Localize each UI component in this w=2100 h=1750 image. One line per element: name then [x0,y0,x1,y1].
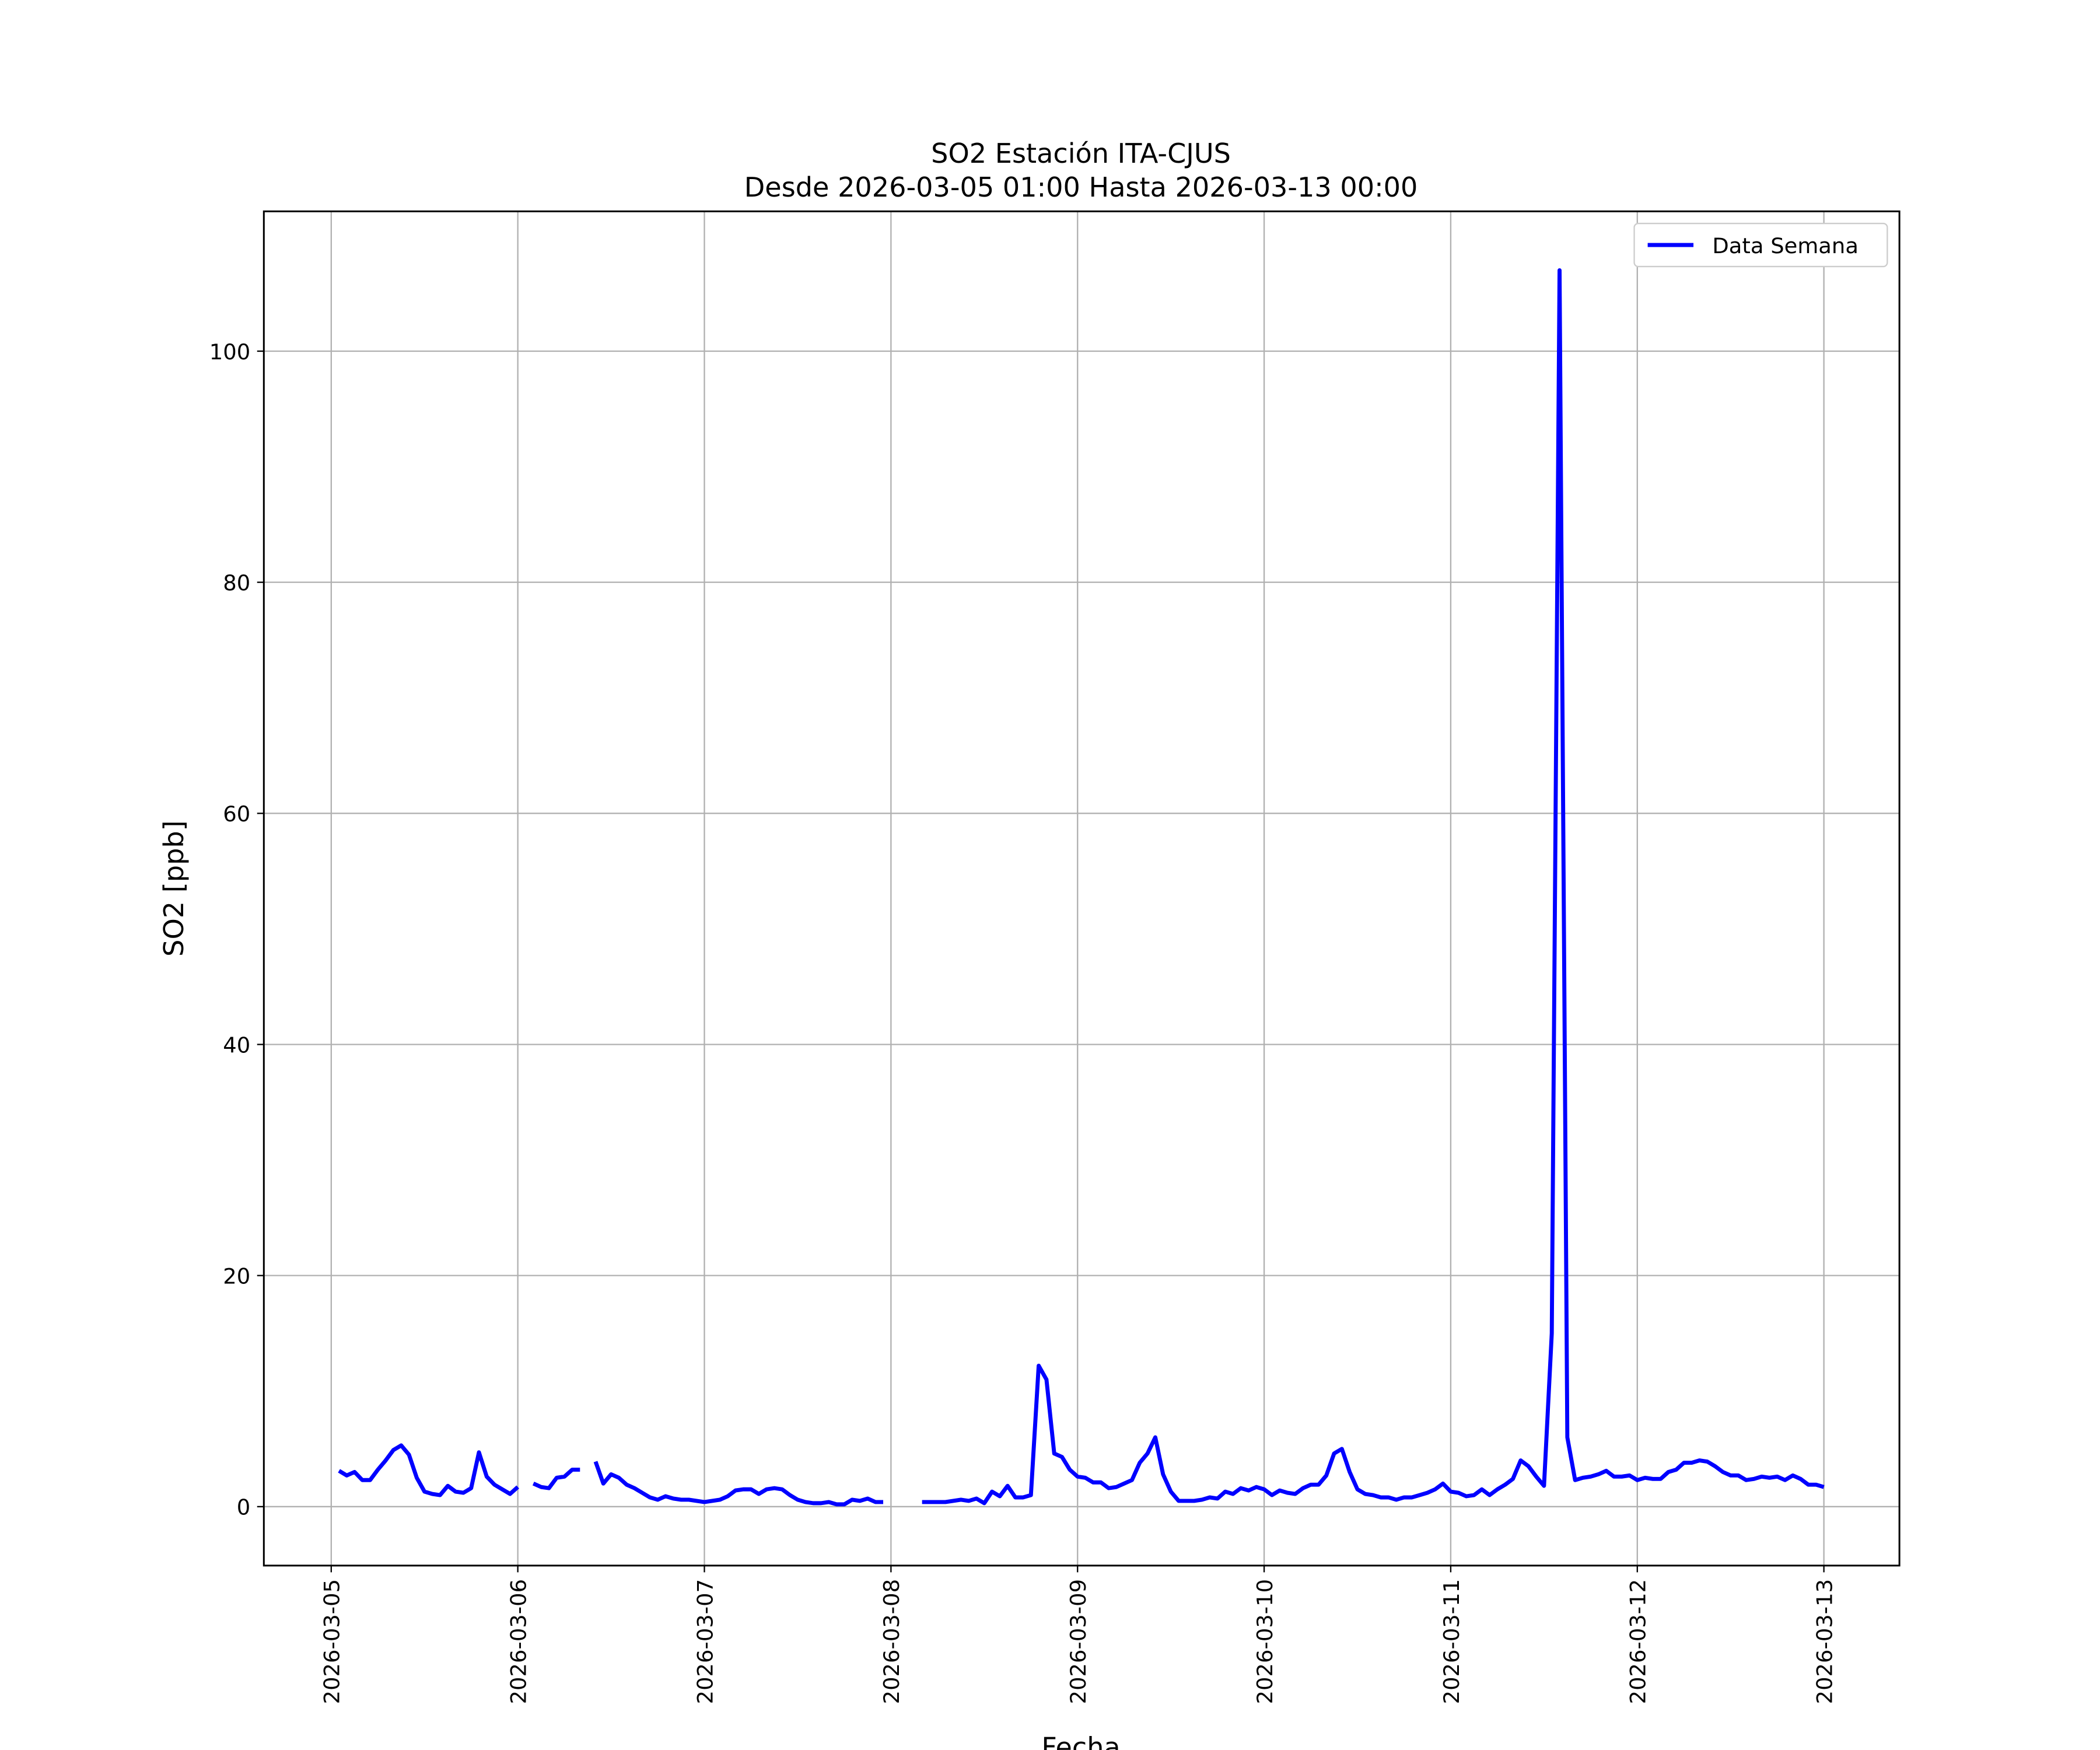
plot-frame [262,210,1901,1567]
y-tick-label: 80 [223,570,250,596]
y-tick-label: 0 [237,1495,250,1520]
chart-title: SO2 Estación ITA-CJUS [931,138,1231,169]
y-tick-label: 100 [209,340,250,365]
x-tick-label: 2026-03-12 [1626,1579,1651,1704]
x-tick-label: 2026-03-08 [879,1579,904,1704]
chart-subtitle: Desde 2026-03-05 01:00 Hasta 2026-03-13 … [744,172,1418,203]
x-tick-label: 2026-03-13 [1812,1579,1838,1704]
x-tick-label: 2026-03-10 [1252,1579,1278,1704]
y-tick-label: 20 [223,1264,250,1289]
y-tick-label: 40 [223,1032,250,1058]
x-tick-label: 2026-03-06 [506,1579,531,1704]
x-tick-label: 2026-03-05 [320,1579,345,1704]
x-axis-label: Fecha [1041,1732,1120,1750]
x-tick-label: 2026-03-09 [1066,1579,1091,1704]
y-tick-label: 60 [223,802,250,827]
y-axis-label: SO2 [ppb] [158,820,190,957]
x-tick-label: 2026-03-11 [1439,1579,1464,1704]
legend-label: Data Semana [1712,233,1859,258]
data-line [338,268,1825,1507]
legend-box [1633,222,1888,268]
x-tick-label: 2026-03-07 [692,1579,718,1704]
